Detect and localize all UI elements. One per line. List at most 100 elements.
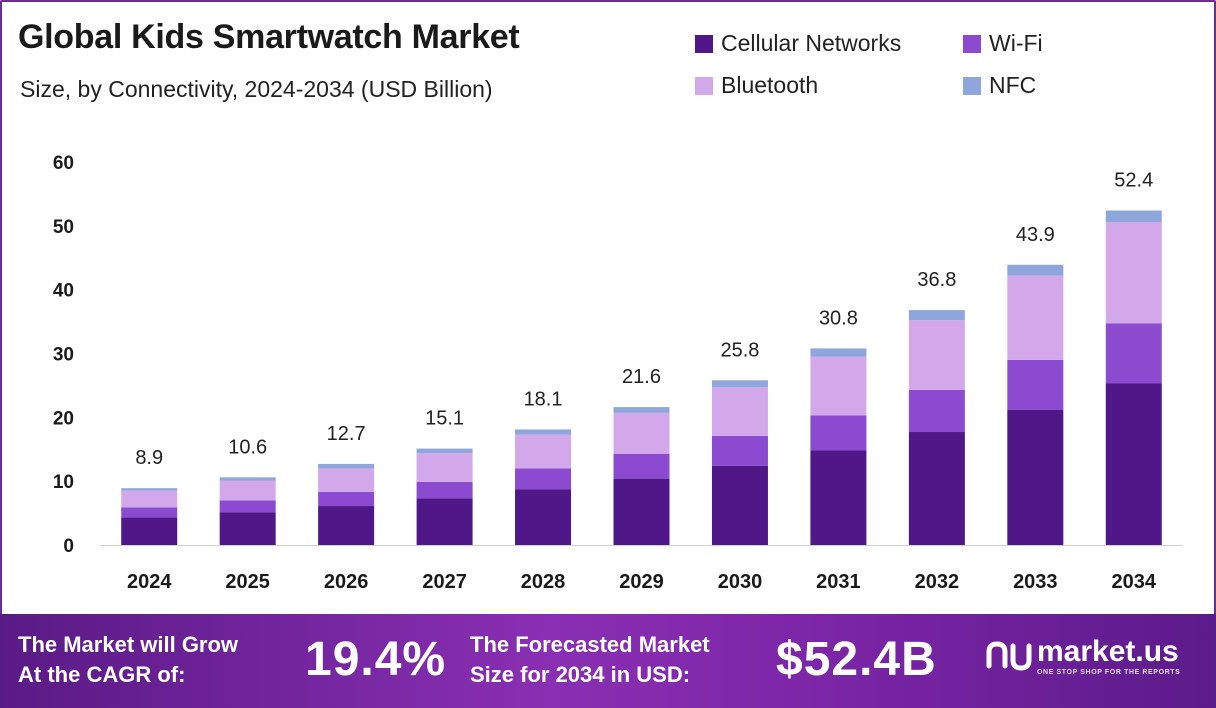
x-tick-label: 2028: [521, 571, 566, 593]
legend-swatch-wifi: [963, 34, 981, 53]
bar-segment-wi-fi: [908, 389, 965, 433]
bar-segment-bluetooth: [908, 320, 965, 390]
brand-name: market.us: [1037, 634, 1179, 668]
data-label-total: 12.7: [327, 423, 366, 445]
brand-tagline: ONE STOP SHOP FOR THE REPORTS: [1037, 668, 1181, 676]
bar-segment-nfc: [416, 448, 473, 454]
bar-segment-nfc: [613, 407, 670, 413]
bar-segment-cellular-networks: [613, 478, 670, 545]
bar-segment-wi-fi: [810, 415, 867, 451]
bar-segment-wi-fi: [515, 468, 572, 490]
bar-segment-cellular-networks: [318, 506, 375, 545]
cagr-label: The Market will Grow At the CAGR of:: [18, 630, 238, 690]
y-tick-label: 0: [63, 536, 74, 557]
bar-segment-nfc: [810, 348, 867, 357]
bar-segment-bluetooth: [515, 434, 572, 469]
bar-segment-wi-fi: [416, 481, 473, 499]
legend-label-cellular: Cellular Networks: [721, 30, 902, 56]
legend-item-wifi: Wi-Fi: [963, 30, 1043, 57]
y-tick-label: 30: [53, 345, 74, 366]
forecast-label-line2: Size for 2034 in USD:: [470, 662, 691, 687]
x-tick-label: 2024: [127, 571, 172, 593]
legend-label-nfc: NFC: [989, 72, 1037, 98]
chart-plot: 01020304050608.9202410.6202512.7202615.1…: [53, 153, 1183, 593]
legend-item-nfc: NFC: [963, 72, 1036, 99]
bar-segment-nfc: [711, 380, 768, 388]
y-tick-label: 40: [53, 281, 74, 302]
data-label-total: 15.1: [425, 408, 464, 430]
x-tick-label: 2029: [619, 571, 664, 593]
forecast-label-line1: The Forecasted Market: [470, 632, 710, 657]
bar-segment-cellular-networks: [711, 465, 768, 545]
legend-item-cellular: Cellular Networks: [695, 30, 901, 57]
bar-segment-nfc: [1007, 264, 1064, 276]
bar-segment-wi-fi: [318, 492, 375, 507]
data-label-total: 43.9: [1016, 224, 1055, 246]
y-tick-label: 10: [53, 472, 74, 493]
data-label-total: 52.4: [1114, 170, 1153, 192]
x-tick-label: 2026: [324, 571, 369, 593]
data-label-total: 10.6: [228, 436, 267, 458]
bar-segment-bluetooth: [318, 468, 375, 493]
chart-subtitle: Size, by Connectivity, 2024-2034 (USD Bi…: [20, 76, 493, 102]
cagr-label-line1: The Market will Grow: [18, 632, 239, 657]
x-tick-label: 2025: [225, 571, 270, 593]
y-tick-label: 20: [53, 408, 74, 429]
legend-swatch-bluetooth: [695, 76, 713, 95]
footer-banner: The Market will Grow At the CAGR of: 19.…: [0, 614, 1216, 708]
bar-segment-nfc: [219, 477, 276, 481]
bar-segment-nfc: [318, 463, 375, 469]
bar-segment-nfc: [121, 488, 178, 491]
legend-swatch-nfc: [963, 76, 981, 95]
bar-segment-cellular-networks: [219, 512, 276, 545]
bar-segment-wi-fi: [1105, 323, 1162, 384]
x-tick-label: 2033: [1013, 571, 1058, 593]
brand-logo: market.us ONE STOP SHOP FOR THE REPORTS: [985, 636, 1180, 676]
bar-segment-nfc: [515, 429, 572, 435]
legend: Cellular Networks Wi-Fi Bluetooth NFC: [695, 30, 1095, 110]
bar-segment-wi-fi: [219, 500, 276, 513]
data-label-total: 36.8: [917, 269, 956, 291]
legend-label-wifi: Wi-Fi: [989, 30, 1043, 56]
x-tick-label: 2031: [816, 571, 861, 593]
bar-segment-wi-fi: [711, 435, 768, 466]
data-label-total: 18.1: [524, 388, 563, 410]
bar-segment-cellular-networks: [121, 517, 178, 545]
bar-segment-nfc: [908, 310, 965, 321]
legend-label-bluetooth: Bluetooth: [721, 72, 819, 98]
bar-segment-cellular-networks: [908, 432, 965, 545]
forecast-value: $52.4B: [776, 633, 937, 686]
cagr-label-line2: At the CAGR of:: [18, 662, 186, 687]
bar-segment-cellular-networks: [1105, 383, 1162, 545]
bar-segment-cellular-networks: [810, 450, 867, 545]
bar-segment-bluetooth: [1105, 222, 1162, 324]
x-tick-label: 2034: [1112, 571, 1157, 593]
bar-segment-bluetooth: [711, 387, 768, 436]
bar-segment-nfc: [1105, 210, 1162, 223]
forecast-label: The Forecasted Market Size for 2034 in U…: [470, 630, 710, 690]
bar-segment-wi-fi: [613, 453, 670, 479]
cagr-value: 19.4%: [305, 633, 447, 686]
bar-segment-bluetooth: [219, 480, 276, 501]
x-tick-label: 2032: [915, 571, 960, 593]
data-label-total: 8.9: [135, 447, 163, 469]
bar-segment-wi-fi: [1007, 359, 1064, 410]
chart-title: Global Kids Smartwatch Market: [18, 18, 520, 56]
bar-segment-bluetooth: [810, 356, 867, 416]
bar-segment-bluetooth: [121, 490, 178, 508]
bar-segment-bluetooth: [613, 412, 670, 454]
bar-segment-cellular-networks: [515, 489, 572, 545]
legend-swatch-cellular: [695, 34, 713, 53]
bar-segment-cellular-networks: [416, 498, 473, 545]
bar-segment-wi-fi: [121, 507, 178, 518]
y-tick-label: 60: [53, 153, 74, 174]
market-us-logo-icon: [986, 641, 1032, 671]
y-tick-label: 50: [53, 217, 74, 238]
data-label-total: 25.8: [720, 339, 759, 361]
bar-segment-bluetooth: [1007, 275, 1064, 360]
data-label-total: 21.6: [622, 366, 661, 388]
bar-segment-cellular-networks: [1007, 409, 1064, 545]
legend-item-bluetooth: Bluetooth: [695, 72, 818, 99]
data-label-total: 30.8: [819, 307, 858, 329]
x-tick-label: 2030: [718, 571, 763, 593]
